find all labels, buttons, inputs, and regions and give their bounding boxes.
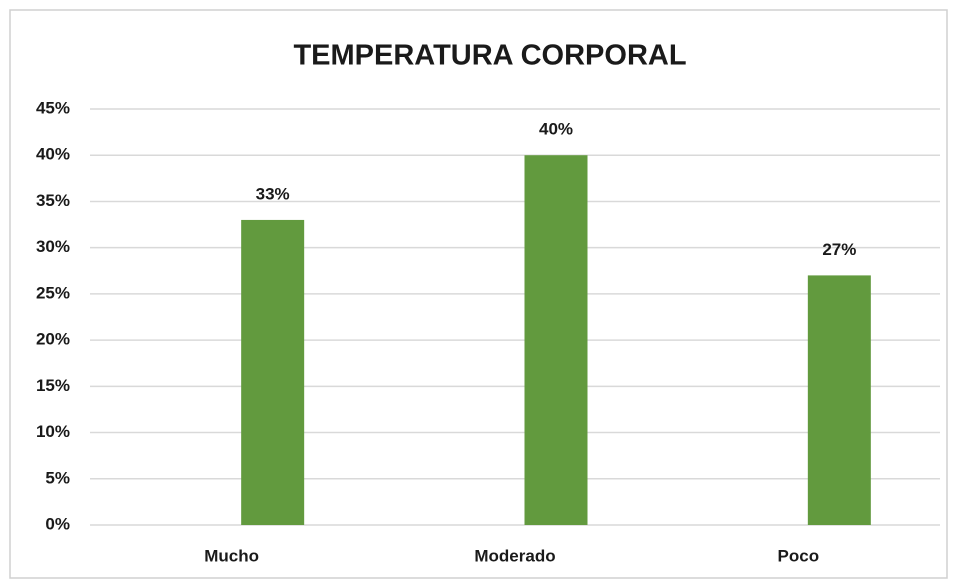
y-tick-label: 0% [45,514,70,533]
y-tick-label: 45% [36,98,70,117]
x-tick-label: Moderado [474,546,555,565]
bar [807,275,871,525]
y-tick-label: 20% [36,330,70,349]
data-label: 40% [539,120,573,139]
y-tick-label: 15% [36,376,70,395]
bar [241,219,305,525]
bar [524,155,588,525]
x-tick-label: Poco [778,546,820,565]
y-tick-label: 25% [36,283,70,302]
y-tick-label: 5% [45,468,70,487]
y-tick-label: 40% [36,145,70,164]
y-tick-label: 10% [36,422,70,441]
data-label: 33% [256,184,290,203]
chart-title: TEMPERATURA CORPORAL [293,40,686,72]
y-tick-label: 30% [36,237,70,256]
y-tick-label: 35% [36,191,70,210]
x-tick-label: Mucho [204,546,259,565]
data-label: 27% [822,240,856,259]
